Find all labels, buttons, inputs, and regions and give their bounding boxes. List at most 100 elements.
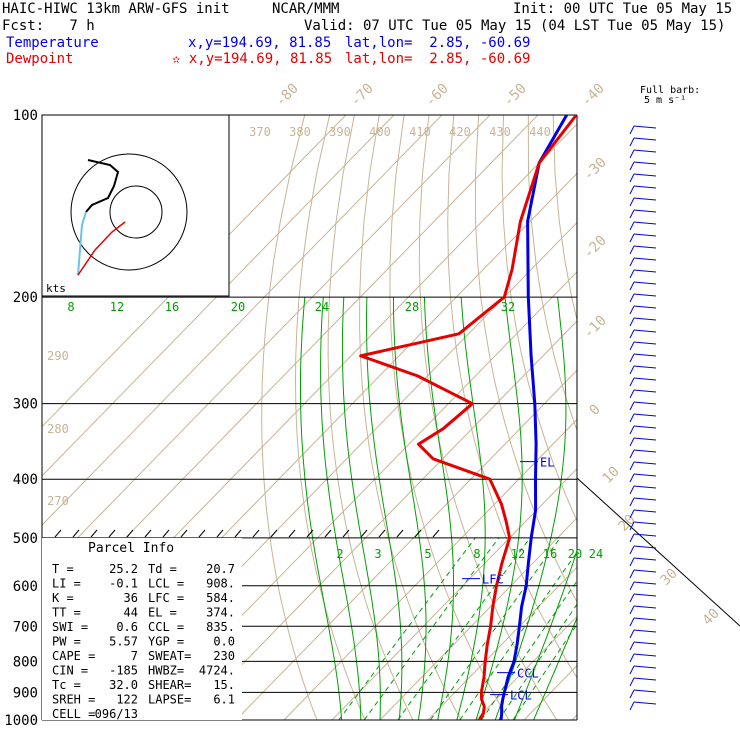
isotherm-line <box>475 615 577 720</box>
wind-barb-flag <box>629 329 635 339</box>
parcel-row-value: 6.1 <box>213 693 235 707</box>
wind-barb-flag <box>629 533 635 543</box>
wind-barb <box>633 233 657 237</box>
hodograph-ring-outer <box>70 153 188 271</box>
temperature-xy: x,y=194.69, 81.85 <box>188 35 332 51</box>
isotherm-label: -70 <box>348 81 377 110</box>
wind-barb <box>633 341 657 345</box>
mixing-ratio-line <box>397 537 531 720</box>
parcel-row-value: -0.1 <box>109 577 138 591</box>
wind-barb-flag <box>629 593 635 603</box>
stability-tick <box>252 529 260 538</box>
isotherm-label: -20 <box>581 233 610 262</box>
stability-tick <box>234 529 242 538</box>
mixing-ratio-label: 24 <box>589 547 603 561</box>
pressure-tick-label: 700 <box>13 619 38 635</box>
stability-tick <box>414 529 422 538</box>
moist-adiabat-line <box>456 297 486 720</box>
wind-barb <box>633 365 657 369</box>
wind-barb <box>633 137 657 141</box>
mixing-ratio-label: 2 <box>336 547 343 561</box>
mixing-ratio-line <box>459 551 577 720</box>
pressure-tick-label: 400 <box>13 472 38 488</box>
stability-tick <box>306 529 314 538</box>
wind-barb <box>633 425 657 429</box>
wind-barb-flag <box>629 617 635 627</box>
wind-barb <box>633 521 657 525</box>
mixing-ratio-label: 32 <box>501 300 515 314</box>
stability-tick <box>342 529 350 538</box>
stability-tick <box>288 529 296 538</box>
wind-barb <box>633 305 657 309</box>
isotherm-label: 10 <box>600 464 623 487</box>
parcel-row-value: 230 <box>213 649 235 663</box>
wind-barb-flag <box>629 437 635 447</box>
parcel-row-label: CAPE = <box>52 649 95 663</box>
wind-barb <box>633 281 657 285</box>
parcel-row-value: 0.0 <box>213 635 235 649</box>
wind-barb <box>633 533 657 537</box>
parcel-row-label: Td = <box>148 562 177 576</box>
level-markers: EL LFC CCL LCL <box>462 456 554 703</box>
stability-tick <box>126 529 134 538</box>
stability-tick <box>396 529 404 538</box>
wind-barb <box>633 197 657 201</box>
parcel-row-label: EL = <box>148 606 177 620</box>
parcel-row-value: 36 <box>124 591 138 605</box>
parcel-row-value: 7 <box>131 649 138 663</box>
wind-barb <box>633 413 657 417</box>
wind-barb-flag <box>629 233 635 243</box>
dry-adiabat-line <box>501 115 577 523</box>
pressure-tick-label: 300 <box>13 397 38 413</box>
wind-barb-flag <box>629 413 635 423</box>
wind-barb-flag <box>629 257 635 267</box>
dry-adiabat-lines <box>261 115 740 720</box>
dewpoint-xy: ✫ x,y=194.69, 81.85 <box>172 51 333 67</box>
isotherm-line <box>427 566 577 720</box>
temperature-curve <box>499 115 569 720</box>
theta-label: 420 <box>449 125 471 139</box>
dry-adiabat-line <box>727 115 740 720</box>
moist-adiabat-line <box>533 616 577 720</box>
init-time: Init: 00 UTC Tue 05 May 15 <box>513 1 733 17</box>
wind-barb <box>633 461 657 465</box>
wind-barb-flag <box>629 509 635 519</box>
parcel-row-value: 25.2 <box>109 562 138 576</box>
wind-barb-flag <box>629 677 635 687</box>
parcel-row-label: CELL = <box>52 707 95 721</box>
wind-barb-flag <box>629 389 635 399</box>
parcel-title: Parcel Info <box>88 541 174 556</box>
parcel-row-value: 908. <box>206 577 235 591</box>
stability-tick <box>90 529 98 538</box>
barb-legend-title: Full barb: <box>640 85 700 96</box>
dry-adiabat-line <box>294 115 366 720</box>
dewpoint-latlon: lat,lon= 2.85, -60.69 <box>345 51 531 67</box>
wind-barbs: Full barb: 5 m s⁻¹ <box>629 85 700 711</box>
theta-label: 390 <box>329 125 351 139</box>
isotherm-line <box>42 115 443 526</box>
wind-barb <box>633 389 657 393</box>
wind-barb-flag <box>629 605 635 615</box>
stability-tick <box>144 529 152 538</box>
isotherm-line <box>42 115 395 477</box>
parcel-row-label: SREH = <box>52 693 95 707</box>
dry-adiabat-line <box>628 115 740 720</box>
isotherm-line <box>42 115 491 576</box>
wind-barb <box>633 449 657 453</box>
wind-barb-flag <box>629 545 635 555</box>
wind-barb-flag <box>629 473 635 483</box>
parcel-row-value: 096/13 <box>95 707 138 721</box>
parcel-row-label: LCL = <box>148 577 184 591</box>
theta-label: 280 <box>47 422 69 436</box>
mixing-ratio-label: 16 <box>165 300 179 314</box>
hodograph-units: kts <box>46 282 66 295</box>
dry-adiabat-line <box>702 115 740 720</box>
moist-adiabat-line <box>423 297 454 720</box>
parcel-row-value: 44 <box>124 606 138 620</box>
mixing-ratio-label: 5 <box>424 547 431 561</box>
valid-time: Valid: 07 UTC Tue 05 May 15 (04 LST Tue … <box>304 18 726 34</box>
pressure-tick-label: 1000 <box>4 713 38 729</box>
wind-barb-flag <box>629 305 635 315</box>
pressure-tick-label: 500 <box>13 531 38 547</box>
wind-barb-flag <box>629 245 635 255</box>
